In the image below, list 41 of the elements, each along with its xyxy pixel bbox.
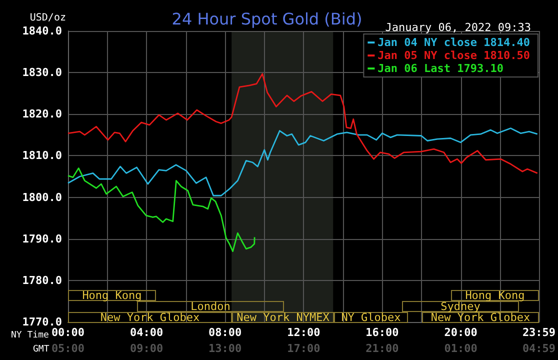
y-tick-label: 1790.0 <box>22 232 62 246</box>
x-tick-label: 16:00 <box>366 326 399 339</box>
x2-axis-title: GMT <box>33 344 50 354</box>
session-box: NY Globex <box>334 312 408 323</box>
legend-label: Jan 06 Last 1793.10 <box>378 62 504 75</box>
x2-tick-label: 21:00 <box>366 342 399 355</box>
x-tick-label: 00:00 <box>51 326 85 339</box>
x2-tick-label: 04:59 <box>522 342 556 355</box>
x2-tick-label: 13:00 <box>208 342 242 355</box>
y-tick-label: 1770.0 <box>22 316 62 328</box>
session-box: Hong Kong <box>451 290 539 301</box>
y-tick-label: 1780.0 <box>22 274 62 287</box>
y-tick-label: 1800.0 <box>22 190 62 204</box>
chart-title: 24 Hour Spot Gold (Bid) <box>172 10 362 28</box>
y-tick-label: 1840.0 <box>22 24 62 38</box>
x-tick-label: 20:00 <box>444 326 478 339</box>
session-box: Sydney <box>402 301 519 312</box>
x-tick-label: 04:00 <box>130 326 164 339</box>
x2-tick-label: 17:00 <box>287 342 320 355</box>
x-tick-label: 12:00 <box>287 326 320 339</box>
line-series <box>67 128 538 196</box>
chart-subtitle: January 06, 2022 09:33 <box>385 21 532 34</box>
session-box: Hong Kong <box>68 290 156 301</box>
legend-label: Jan 05 NY close 1810.50 <box>378 49 530 62</box>
x2-tick-label: 01:00 <box>444 342 478 355</box>
x-tick-label: 23:59 <box>522 326 556 339</box>
y-tick-label: 1830.0 <box>22 66 62 80</box>
session-box: London <box>137 301 284 312</box>
x-tick-label: 08:00 <box>208 326 242 339</box>
x-axis-title: NY Time <box>11 330 49 340</box>
session-box: New York Globex <box>422 312 539 323</box>
session-box: New York NYMEX <box>232 312 334 323</box>
line-series <box>67 167 256 252</box>
x2-tick-label: 05:00 <box>51 342 85 355</box>
line-series <box>67 73 538 174</box>
y-tick-label: 1810.0 <box>22 149 62 162</box>
x2-tick-label: 09:00 <box>130 342 164 355</box>
y-tick-label: 1820.0 <box>22 108 62 121</box>
session-box: New York Globex <box>68 312 232 323</box>
y-axis-title: USD/oz <box>30 12 66 24</box>
legend-label: Jan 04 NY close 1814.40 <box>378 36 530 49</box>
